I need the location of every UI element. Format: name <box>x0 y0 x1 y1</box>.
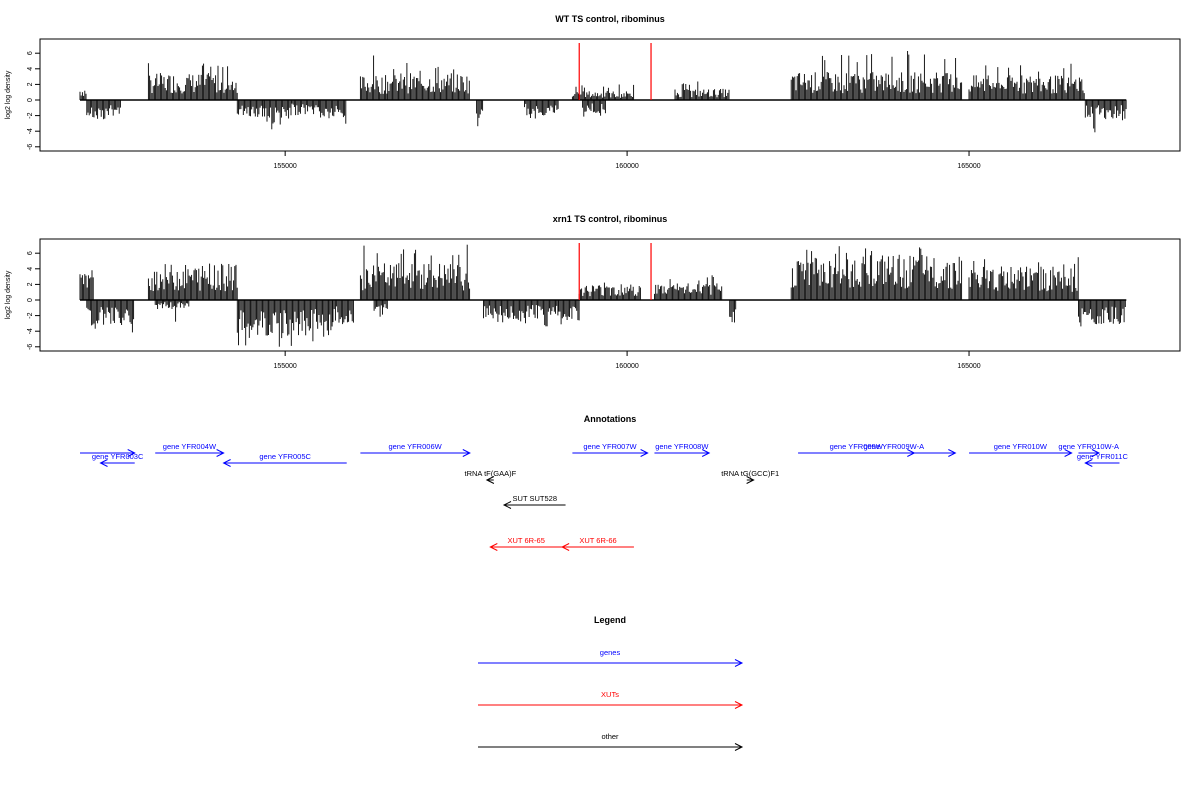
feature-arrowhead <box>127 449 136 457</box>
xrn1-y-tick-label: -2 <box>27 312 34 318</box>
wt-x-tick-label: 155000 <box>273 163 296 170</box>
annotation-feature <box>80 449 136 457</box>
feature-arrowhead <box>216 449 225 457</box>
wt-y-tick-label: -6 <box>27 144 34 150</box>
annotation-feature: tRNA tF(GAA)F <box>464 469 517 484</box>
xrn1-y-tick-label: 0 <box>27 298 34 302</box>
wt-y-axis: -6 -4 -2 0 2 4 6 <box>27 51 41 150</box>
legend-entry-label: XUTs <box>601 690 619 699</box>
xrn1-x-tick-label: 155000 <box>273 363 296 370</box>
feature-label: SUT SUT528 <box>513 494 557 503</box>
feature-arrowhead <box>561 543 570 551</box>
wt-y-tick-label: 4 <box>27 67 34 71</box>
feature-label: gene YFR010W-A <box>1058 442 1119 451</box>
legend-entry-XUTs: XUTs <box>478 690 744 709</box>
feature-label: gene YFR006W <box>388 442 442 451</box>
annotations-title: Annotations <box>584 414 637 424</box>
xrn1-y-tick-label: -6 <box>27 344 34 350</box>
legend: Legend genes XUTs other <box>478 615 744 751</box>
wt-position-markers <box>578 43 652 100</box>
feature-label: gene YFR008W <box>655 442 709 451</box>
wt-y-tick-label: 6 <box>27 51 34 55</box>
xrn1-panel: xrn1 TS control, ribominus log2 log dens… <box>5 214 1181 370</box>
wt-density-bars <box>79 51 1127 133</box>
annotation-feature: gene YFR003C <box>92 452 144 467</box>
feature-arrowhead <box>489 543 498 551</box>
wt-panel: WT TS control, ribominus log2 log densit… <box>5 14 1181 170</box>
xrn1-y-tick-label: -4 <box>27 328 34 334</box>
wt-x-tick-label: 160000 <box>615 163 638 170</box>
feature-label: gene YFR007W <box>583 442 637 451</box>
feature-arrowhead <box>746 476 755 484</box>
feature-arrowhead <box>701 449 711 457</box>
feature-label: gene YFR011C <box>1077 452 1129 461</box>
wt-x-axis: 155000 160000 165000 <box>273 151 981 170</box>
feature-label: gene YFR009W-A <box>864 442 925 451</box>
xrn1-y-axis: -6 -4 -2 0 2 4 6 <box>27 251 41 350</box>
annotation-feature: gene YFR008W <box>654 442 711 457</box>
annotation-feature: SUT SUT528 <box>502 494 566 509</box>
xrn1-position-markers <box>578 243 652 300</box>
feature-label: XUT 6R-65 <box>508 536 545 545</box>
wt-y-tick-label: -4 <box>27 128 34 134</box>
annotation-feature: gene YFR009W-A <box>832 442 957 457</box>
annotation-feature: XUT 6R-66 <box>561 536 634 551</box>
legend-entry-other: other <box>478 732 744 751</box>
wt-y-tick-label: 0 <box>27 98 34 102</box>
legend-entry-label: other <box>601 732 619 741</box>
feature-arrowhead <box>1064 449 1073 457</box>
annotation-feature: gene YFR005C <box>222 452 347 467</box>
feature-label: XUT 6R-66 <box>579 536 616 545</box>
feature-label: tRNA tF(GAA)F <box>464 469 516 478</box>
feature-label: gene YFR003C <box>92 452 144 461</box>
annotation-feature: gene YFR006W <box>360 442 471 457</box>
xrn1-panel-title: xrn1 TS control, ribominus <box>553 214 668 224</box>
feature-arrowhead <box>99 459 108 467</box>
legend-title: Legend <box>594 615 626 625</box>
feature-arrowhead <box>502 501 512 509</box>
feature-label: gene YFR009W <box>830 442 884 451</box>
feature-label: tRNA tG(GCC)F1 <box>721 469 779 478</box>
feature-arrowhead <box>485 476 495 484</box>
xrn1-x-axis: 155000 160000 165000 <box>273 351 981 370</box>
feature-arrowhead <box>462 449 471 457</box>
xrn1-x-tick-label: 160000 <box>615 363 638 370</box>
wt-panel-title: WT TS control, ribominus <box>555 14 665 24</box>
feature-arrowhead <box>1084 459 1093 467</box>
annotation-feature: XUT 6R-65 <box>489 536 563 551</box>
xrn1-y-tick-label: 2 <box>27 282 34 286</box>
legend-entry-genes: genes <box>478 648 744 667</box>
wt-y-tick-label: 2 <box>27 82 34 86</box>
feature-arrowhead <box>1091 449 1101 457</box>
annotation-feature: gene YFR004W <box>155 442 225 457</box>
annotation-features: gene YFR003C gene YFR004W gene YFR005C gene… <box>80 442 1128 551</box>
feature-label: gene YFR005C <box>259 452 311 461</box>
annotation-feature: tRNA tG(GCC)F1 <box>721 469 779 484</box>
legend-entry-arrowhead <box>734 701 744 709</box>
wt-x-tick-label: 165000 <box>957 163 980 170</box>
legend-entry-arrowhead <box>734 743 744 751</box>
xrn1-x-tick-label: 165000 <box>957 363 980 370</box>
xrn1-y-tick-label: 4 <box>27 267 34 271</box>
wt-y-axis-label: log2 log density <box>5 70 12 119</box>
legend-entries: genes XUTs other <box>478 648 744 751</box>
xrn1-density-bars <box>79 244 1127 347</box>
feature-arrowhead <box>640 449 649 457</box>
feature-label: gene YFR004W <box>163 442 217 451</box>
xrn1-y-tick-label: 6 <box>27 251 34 255</box>
feature-arrowhead <box>948 449 957 457</box>
annotation-feature: gene YFR011C <box>1077 452 1129 467</box>
annotation-feature: gene YFR010W-A <box>1058 442 1119 457</box>
annotation-feature: gene YFR007W <box>572 442 649 457</box>
annotation-feature: gene YFR010W <box>969 442 1073 457</box>
feature-arrowhead <box>222 459 231 467</box>
wt-y-tick-label: -2 <box>27 112 34 118</box>
legend-entry-label: genes <box>600 648 621 657</box>
xrn1-y-axis-label: log2 log density <box>5 270 12 319</box>
feature-label: gene YFR010W <box>994 442 1048 451</box>
legend-entry-arrowhead <box>734 659 744 667</box>
